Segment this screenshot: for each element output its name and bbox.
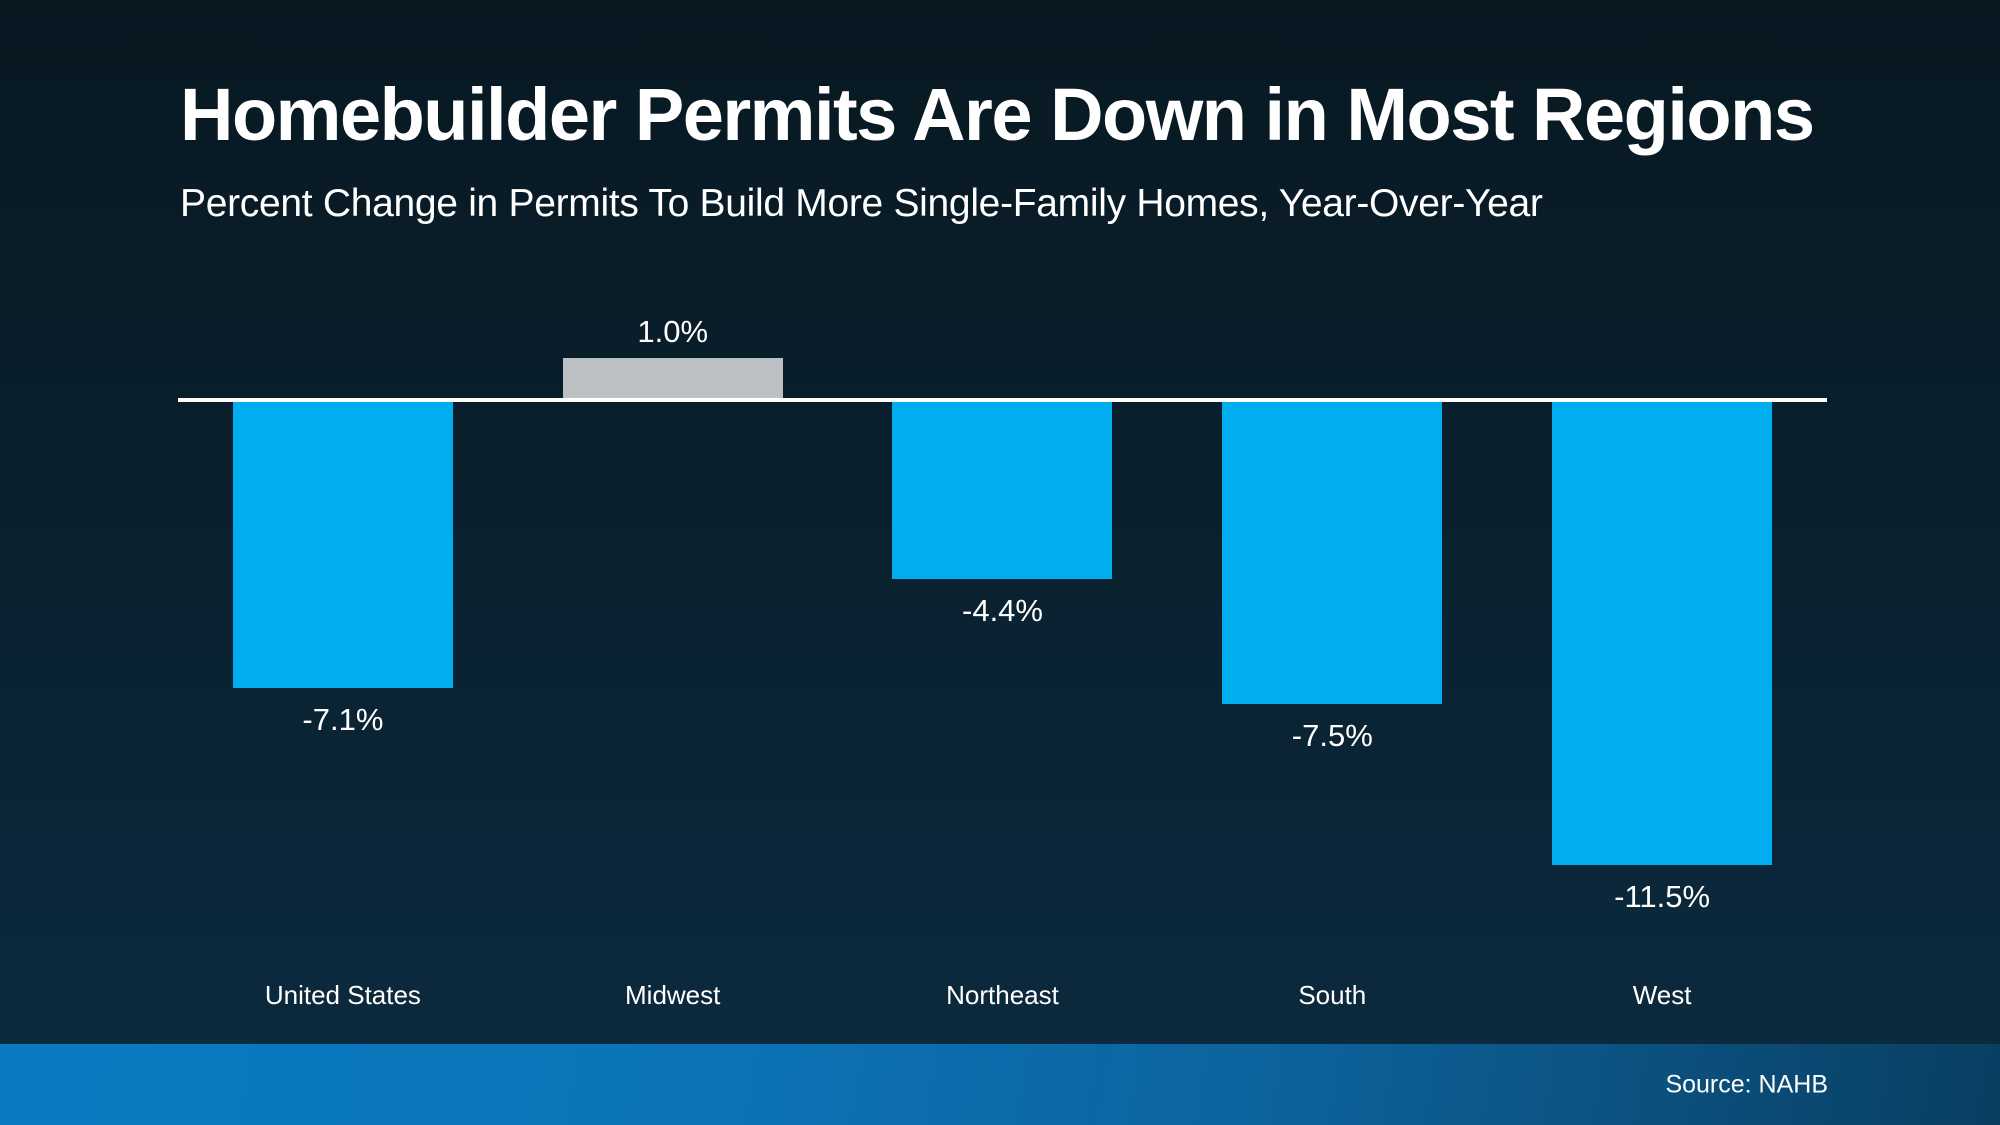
bar-category-label-west: West [1632,980,1692,1010]
source-attribution: Source: NAHB [1665,1070,1828,1098]
chart-title: Homebuilder Permits Are Down in Most Reg… [180,73,1815,156]
bar-category-label-south: South [1298,980,1367,1010]
bar-value-label-united-states: -7.1% [302,702,384,737]
bar-column-united-states: -7.1% United States [178,0,508,1044]
bar-south [1222,402,1443,704]
bar-northeast [892,402,1113,579]
bar-column-south: -7.5% South [1167,0,1497,1044]
bar-value-label-south: -7.5% [1291,718,1373,753]
bar-chart: -7.1% United States 1.0% Midwest -4.4% Northe… [178,0,1827,1044]
bar-column-midwest: 1.0% Midwest [508,0,838,1044]
bar-value-label-midwest: 1.0% [637,314,709,349]
bar-column-west: -11.5% West [1497,0,1827,1044]
bar-value-label-northeast: -4.4% [962,593,1043,628]
bar-united-states [232,402,453,688]
bar-value-label-west: -11.5% [1614,879,1711,914]
bar-category-label-united-states: United States [264,980,421,1010]
bar-column-northeast: -4.4% Northeast [838,0,1168,1044]
bar-category-label-midwest: Midwest [625,980,721,1010]
zero-axis-line [178,398,1827,402]
bar-west [1552,402,1773,865]
chart-subtitle: Percent Change in Permits To Build More … [180,182,1543,225]
bar-midwest [562,358,783,398]
footer-band: Source: NAHB [0,1044,2000,1125]
bar-category-label-northeast: Northeast [946,980,1059,1010]
